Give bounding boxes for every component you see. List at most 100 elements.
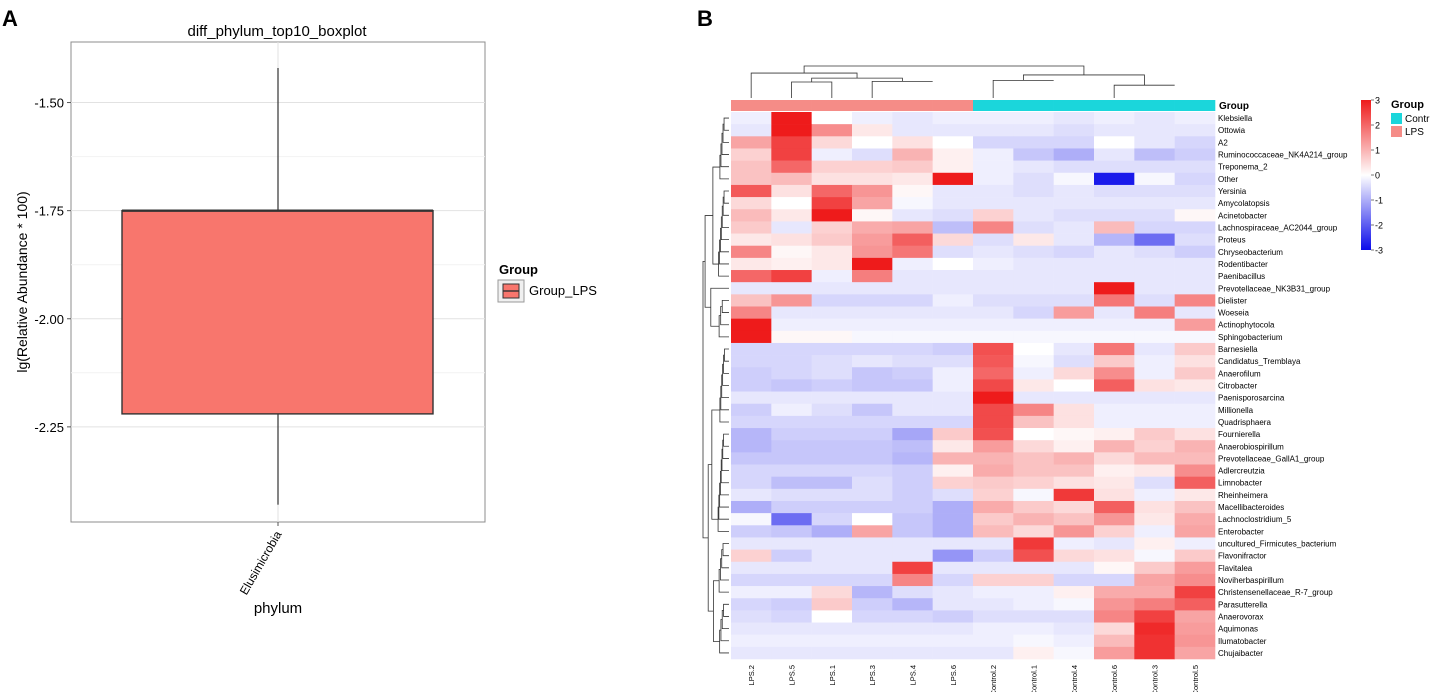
- boxplot-y-axis-label: lg(Relative Abundance * 100): [14, 191, 30, 372]
- heatmap-cell: [1134, 537, 1175, 550]
- heatmap-cell: [932, 257, 974, 271]
- heatmap-cell: [771, 525, 812, 538]
- heatmap-cell: [892, 452, 933, 465]
- heatmap-cell: [1094, 500, 1135, 514]
- row-dendrogram-branch: [724, 348, 729, 362]
- heatmap-cell: [811, 634, 853, 648]
- group-bar-segment: [932, 100, 974, 111]
- heatmap-cell: [1053, 598, 1095, 611]
- heatmap-cell: [973, 124, 1014, 137]
- heatmap-cell: [1094, 391, 1135, 405]
- row-label: Millionella: [1218, 406, 1254, 415]
- heatmap-cell: [932, 488, 974, 502]
- heatmap-cell: [1013, 318, 1054, 332]
- heatmap-cell: [973, 525, 1014, 538]
- heatmap-cell: [852, 586, 893, 599]
- column-label: LPS.2: [747, 665, 756, 685]
- row-label: Noviherbaspirillum: [1218, 576, 1284, 585]
- row-dendrogram-branch: [707, 464, 714, 612]
- heatmap-cell: [1174, 257, 1216, 271]
- heatmap-cell: [1053, 282, 1095, 295]
- heatmap-cell: [811, 136, 853, 149]
- heatmap-cell: [892, 245, 933, 259]
- heatmap-cell: [1134, 318, 1175, 332]
- heatmap-cell: [973, 172, 1014, 186]
- heatmap-cell: [1053, 209, 1095, 222]
- heatmap-cell: [731, 136, 772, 149]
- heatmap-cell: [932, 561, 974, 575]
- heatmap-cell: [811, 549, 853, 563]
- heatmap-cell: [973, 270, 1014, 283]
- heatmap-cell: [811, 440, 853, 453]
- heatmap-cell: [1134, 500, 1175, 514]
- heatmap-cell: [932, 500, 974, 514]
- heatmap-cell: [932, 634, 974, 648]
- column-dendrogram-branch: [871, 80, 933, 98]
- heatmap-cell: [973, 257, 1014, 271]
- row-label: Flavitalea: [1218, 564, 1253, 573]
- heatmap-cell: [771, 452, 812, 465]
- heatmap-cell: [811, 197, 853, 210]
- heatmap-cell: [731, 428, 772, 441]
- heatmap-cell: [932, 403, 974, 417]
- heatmap-cell: [973, 415, 1014, 429]
- row-label: Rheinheimera: [1218, 491, 1268, 500]
- heatmap-cell: [973, 294, 1014, 307]
- heatmap-cell: [811, 561, 853, 575]
- heatmap-cell: [973, 428, 1014, 441]
- heatmap-cell: [731, 342, 772, 356]
- heatmap-cell: [1094, 452, 1135, 465]
- heatmap-cell: [932, 282, 974, 295]
- heatmap-cell: [771, 415, 812, 429]
- heatmap-cell: [973, 245, 1014, 259]
- heatmap-cell: [932, 245, 974, 259]
- colorbar-tick-label: 1: [1375, 146, 1380, 156]
- column-label: Control.5: [1191, 665, 1200, 692]
- heatmap-cell: [731, 440, 772, 453]
- heatmap-cell: [731, 124, 772, 137]
- heatmap-cell: [1174, 403, 1216, 417]
- heatmap-cell: [1013, 476, 1054, 490]
- heatmap-colorbar-ticks: 3 2 1 0 -1 -2 -3: [1371, 96, 1383, 256]
- heatmap-cell: [1094, 610, 1135, 623]
- heatmap-cell: [811, 184, 853, 198]
- heatmap-cell: [731, 610, 772, 623]
- heatmap-cell: [771, 428, 812, 441]
- row-label: Sphingobacterium: [1218, 333, 1283, 342]
- heatmap-cell: [731, 160, 772, 174]
- heatmap-cell: [731, 148, 772, 161]
- heatmap-cell: [932, 318, 974, 332]
- heatmap-cell: [811, 391, 853, 405]
- heatmap-cell: [1174, 561, 1216, 575]
- heatmap-cell: [1013, 355, 1054, 368]
- heatmap-cell: [1134, 525, 1175, 538]
- heatmap-cell: [852, 197, 893, 210]
- row-label: Woeseia: [1218, 309, 1250, 318]
- heatmap-cell: [852, 209, 893, 222]
- heatmap-cell: [932, 513, 974, 526]
- heatmap-cell: [771, 488, 812, 502]
- heatmap-cell: [892, 294, 933, 307]
- heatmap-cell: [771, 124, 812, 137]
- heatmap-cell: [1174, 573, 1216, 587]
- heatmap-cell: [771, 197, 812, 210]
- heatmap-cell: [731, 513, 772, 526]
- heatmap-cell: [811, 124, 853, 137]
- heatmap-cell: [771, 622, 812, 635]
- heatmap-cell: [892, 391, 933, 405]
- heatmap-cell: [852, 488, 893, 502]
- heatmap-cell: [973, 500, 1014, 514]
- row-dendrogram-branch: [721, 300, 729, 313]
- heatmap-cell: [731, 221, 772, 234]
- heatmap-cell: [1094, 306, 1135, 319]
- heatmap-cell: [771, 476, 812, 490]
- heatmap-cell: [1094, 488, 1135, 502]
- heatmap-cell: [811, 476, 853, 490]
- heatmap-cell: [1134, 379, 1175, 392]
- heatmap-cell: [1094, 197, 1135, 210]
- heatmap-cell: [1174, 160, 1216, 174]
- heatmap-cell: [1053, 367, 1095, 380]
- heatmap-cell: [1053, 440, 1095, 453]
- heatmap-cell: [892, 379, 933, 392]
- heatmap-cell: [1013, 452, 1054, 465]
